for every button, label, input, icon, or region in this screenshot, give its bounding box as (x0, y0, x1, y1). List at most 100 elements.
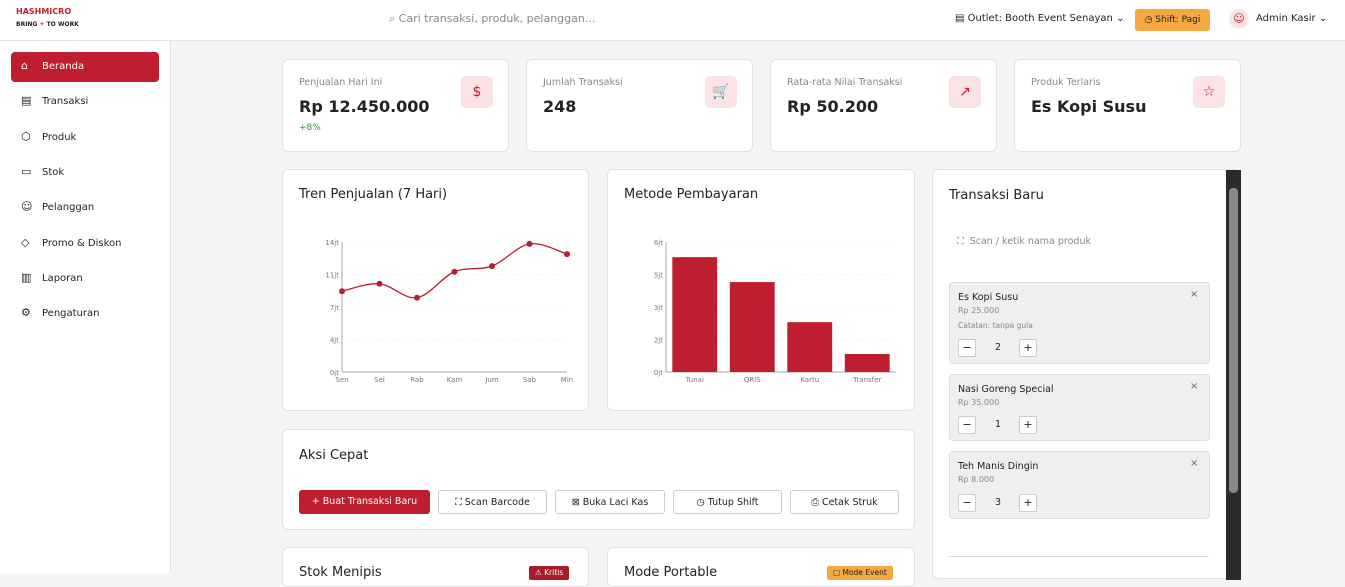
stat-value: 248 (543, 97, 577, 116)
x-tick-label: QRIS (744, 376, 761, 384)
nav-item[interactable]: ▥ Laporan (11, 264, 159, 294)
point (451, 268, 458, 275)
shift-button[interactable]: ◷ Shift: Pagi (1135, 9, 1210, 31)
stat-icon: ↗ (949, 76, 981, 108)
action-icon: ⎙ (811, 497, 822, 508)
nav-icon: ☺ (21, 200, 33, 214)
qty-minus[interactable]: − (958, 494, 976, 512)
scan-input[interactable]: ⛶ Scan / ketik nama produk (957, 236, 1091, 247)
x-tick-label: Rab (410, 376, 424, 384)
x-tick-label: Tunai (685, 376, 704, 384)
stat-value: Es Kopi Susu (1031, 97, 1147, 116)
action-label: Buat Transaksi Baru (322, 496, 418, 507)
nav-icon: ▭ (21, 164, 32, 178)
qty-plus[interactable]: + (1019, 494, 1037, 512)
stat-card: Rata-rata Nilai Transaksi Rp 50.200 ↗ (770, 59, 997, 152)
cart-item: Teh Manis Dingin Rp 8.000 × − 3 + (949, 451, 1210, 519)
nav-item[interactable]: ◇ Promo & Diskon (11, 229, 159, 259)
nav-item[interactable]: ⬡ Produk (11, 123, 159, 153)
x-tick-label: Kartu (800, 376, 819, 384)
x-tick-label: Sen (335, 376, 348, 384)
scan-placeholder: Scan / ketik nama produk (969, 236, 1091, 247)
payment-method-card: Metode Pembayaran 0jt 2jt 3jt 5jt 6jt Tunai QRI… (607, 169, 915, 411)
nav-label: Transaksi (42, 96, 89, 108)
chart: 0jt 2jt 3jt 5jt 6jt Tunai QRIS Kartu Transfer (654, 239, 896, 384)
stat-icon: $ (461, 76, 493, 108)
nav-icon: ⌂ (21, 59, 28, 72)
chart-title: Tren Penjualan (7 Hari) (299, 187, 448, 202)
remove-button[interactable]: × (1190, 458, 1199, 469)
point (564, 251, 570, 258)
transaction-panel: Transaksi Baru ⛶ Scan / ketik nama produ… (932, 169, 1241, 580)
logo[interactable]: HASHMICRO (16, 7, 72, 16)
search-placeholder: Cari transaksi, produk, pelanggan... (398, 12, 596, 25)
action-label: Cetak Struk (821, 497, 878, 508)
bar (787, 322, 833, 372)
nav-item[interactable]: ⌂ Beranda (11, 52, 159, 82)
nav-icon: ⚙ (21, 306, 31, 320)
action-button[interactable]: ⛶ Scan Barcode (438, 490, 547, 514)
topbar: HASHMICRO BRING ✈ TO WORK ⌕ Cari transak… (0, 0, 1345, 41)
action-label: Buka Laci Kas (582, 497, 649, 508)
stat-icon: ☆ (1193, 76, 1225, 108)
user-menu[interactable]: Admin Kasir ⌄ (1256, 13, 1328, 24)
action-button[interactable]: ◷ Tutup Shift (673, 490, 782, 514)
remove-button[interactable]: × (1190, 381, 1199, 392)
divider (949, 556, 1209, 557)
action-label: Scan Barcode (464, 497, 530, 508)
item-name: Teh Manis Dingin (958, 461, 1039, 472)
x-tick-label: Min (561, 376, 573, 384)
sidebar: ⌂ Beranda ▤ Transaksi ⬡ Produk ▭ Stok ☺ Pelanggan… (0, 41, 171, 573)
stat-label: Jumlah Transaksi (543, 77, 623, 88)
x-tick-label: Sab (523, 376, 537, 384)
qty-minus[interactable]: − (958, 416, 976, 434)
action-button[interactable]: ⎙ Cetak Struk (790, 490, 899, 514)
x-tick-label: Kam (447, 376, 463, 384)
action-button[interactable]: + Buat Transaksi Baru (299, 490, 430, 514)
remove-button[interactable]: × (1190, 289, 1199, 300)
bar (729, 282, 775, 372)
low-stock-card: Stok Menipis ⚠ Kritis (282, 547, 589, 587)
action-button[interactable]: ⊠ Buka Laci Kas (555, 490, 665, 514)
y-tick-label: 0jt (654, 369, 663, 377)
nav-icon: ▥ (21, 270, 32, 284)
stat-value: Rp 50.200 (787, 97, 879, 116)
y-tick-label: 7jt (330, 304, 339, 312)
portable-card: Mode Portable ▢ Mode Event (607, 547, 915, 587)
item-price: Rp 35.000 (958, 398, 1000, 407)
tagline-end: TO WORK (46, 21, 79, 28)
qty-value: 2 (995, 342, 1002, 353)
nav-item[interactable]: ☺ Pelanggan (11, 193, 159, 223)
item-note: Catatan: tanpa gula (958, 321, 1033, 330)
chart: 0jt 4jt 7jt 11jt 14jt Sen Sel Rab Kam Jum Sab Min (325, 239, 573, 384)
point (339, 288, 345, 295)
nav-icon: ▤ (21, 94, 32, 108)
y-tick-label: 2jt (654, 337, 663, 345)
nav-label: Stok (42, 166, 65, 178)
qty-plus[interactable]: + (1019, 339, 1037, 357)
action-icon: ⊠ (571, 497, 583, 508)
qty-minus[interactable]: − (958, 339, 976, 357)
nav-item[interactable]: ▤ Transaksi (11, 87, 159, 117)
user-name: Admin Kasir (1256, 13, 1316, 24)
avatar[interactable]: ☺ (1229, 9, 1249, 29)
qa-title: Aksi Cepat (299, 448, 369, 463)
action-icon: + (311, 496, 323, 507)
portable-badge: ▢ Mode Event (827, 566, 893, 580)
item-price: Rp 8.000 (958, 475, 995, 484)
scrollbar[interactable] (1226, 170, 1241, 580)
y-tick-label: 0jt (330, 369, 339, 377)
panel-title: Transaksi Baru (949, 188, 1044, 203)
stat-label: Rata-rata Nilai Transaksi (787, 77, 903, 88)
nav-item[interactable]: ▭ Stok (11, 158, 159, 188)
qty-value: 1 (995, 419, 1002, 430)
point (376, 280, 383, 287)
outlet[interactable]: ▤ Outlet: Booth Event Senayan ⌄ (955, 13, 1125, 24)
stat-card: Jumlah Transaksi 248 🛒 (526, 59, 753, 152)
search[interactable]: ⌕ Cari transaksi, produk, pelanggan... (389, 12, 596, 25)
qty-plus[interactable]: + (1019, 416, 1037, 434)
stat-icon: 🛒 (705, 76, 737, 108)
nav-item[interactable]: ⚙ Pengaturan (11, 299, 159, 329)
y-tick-label: 14jt (325, 239, 339, 247)
stat-label: Penjualan Hari Ini (299, 77, 383, 88)
